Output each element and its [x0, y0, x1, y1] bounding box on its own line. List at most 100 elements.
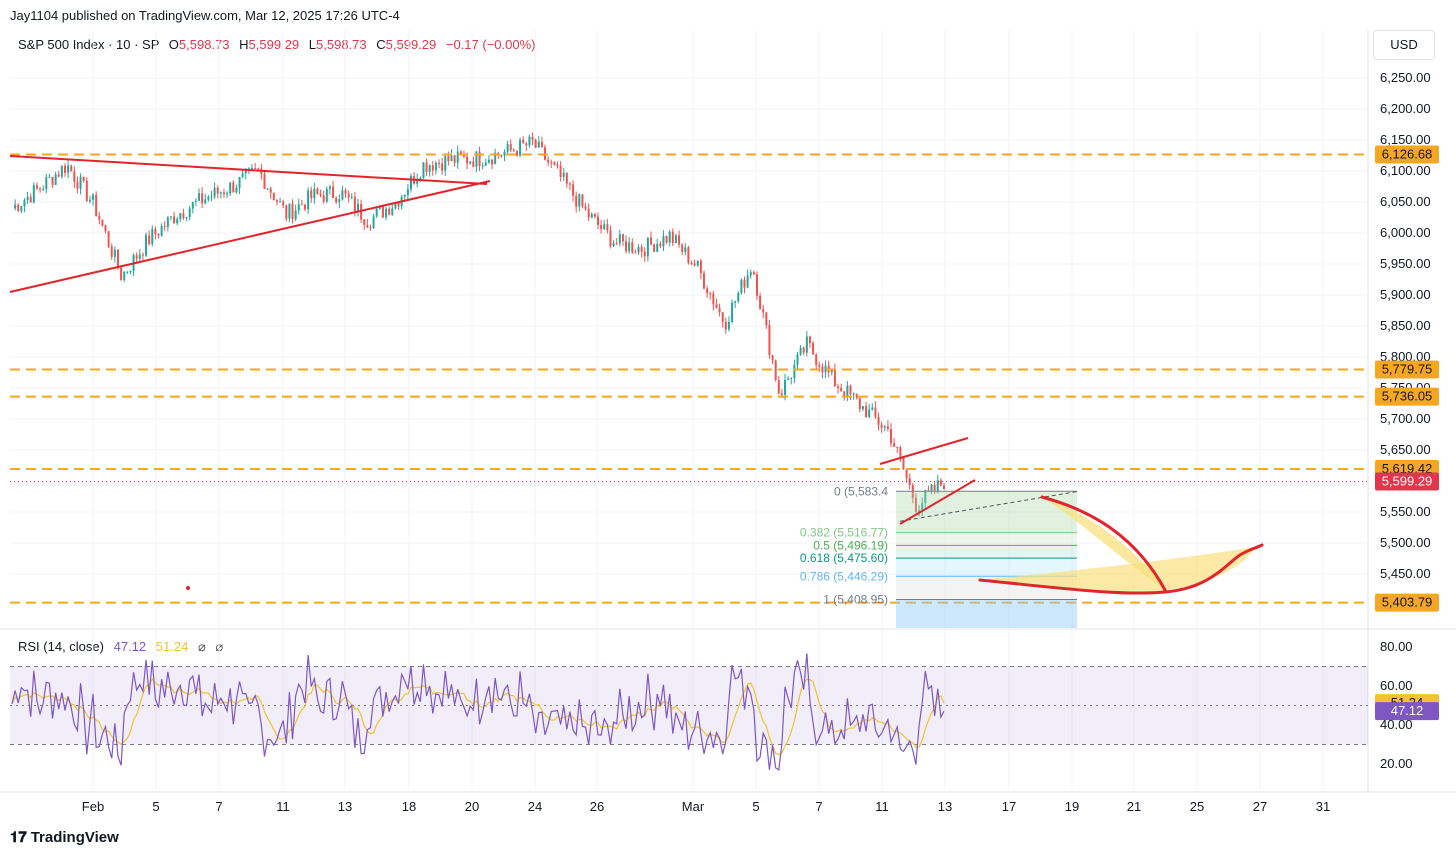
candle-body — [60, 165, 63, 177]
candle-body — [145, 235, 148, 256]
candle-body — [141, 254, 144, 256]
candle-body — [88, 199, 91, 202]
candle-body — [553, 162, 556, 165]
fib-label: 0.786 (5,446.29) — [800, 569, 888, 583]
candle-body — [653, 244, 656, 252]
candle-body — [924, 490, 927, 504]
candle-body — [656, 243, 659, 252]
candle-body — [160, 225, 163, 236]
candle-body — [843, 391, 846, 398]
candle-body — [459, 151, 462, 156]
candle-body — [724, 321, 727, 330]
x-tick-label: 27 — [1253, 799, 1267, 814]
candle-body — [48, 176, 51, 178]
y-tick-label: 5,650.00 — [1380, 442, 1431, 457]
candle-body — [478, 151, 481, 167]
candle-body — [148, 235, 151, 244]
candle-body — [182, 213, 185, 219]
x-tick-label: 17 — [1002, 799, 1016, 814]
candle-body — [702, 273, 705, 289]
candle-body — [821, 366, 824, 373]
candle-body — [896, 446, 899, 448]
candle-body — [665, 236, 668, 243]
candle-body — [107, 231, 110, 247]
level-badge-bg — [1375, 593, 1439, 612]
candle-body — [173, 216, 176, 224]
candle-body — [431, 165, 434, 171]
level-badge: 5,779.75 — [1382, 362, 1433, 377]
candle-body — [101, 219, 104, 226]
candle-body — [244, 169, 247, 174]
candle-body — [771, 355, 774, 361]
y-tick-label: 6,100.00 — [1380, 163, 1431, 178]
candle-body — [67, 165, 70, 173]
candle-body — [444, 156, 447, 171]
brand-text: TradingView — [30, 829, 119, 846]
candle-body — [550, 162, 553, 164]
rsi-ma-value: 51.24 — [155, 639, 189, 654]
candle-body — [687, 247, 690, 264]
candle-body — [328, 186, 331, 189]
candle-body — [269, 188, 272, 193]
candle-body — [681, 244, 684, 252]
candle-body — [684, 247, 687, 252]
candle-body — [381, 206, 384, 218]
rsi-tick-label: 60.00 — [1380, 678, 1413, 693]
candle-body — [743, 279, 746, 288]
symbol-label[interactable]: S&P 500 Index · 10 · SP — [18, 37, 160, 52]
open-label: O — [168, 37, 179, 52]
y-tick-label: 6,250.00 — [1380, 70, 1431, 85]
candle-body — [852, 393, 855, 395]
candle-body — [615, 243, 618, 245]
candle-body — [740, 279, 743, 293]
y-tick-label: 6,000.00 — [1380, 225, 1431, 240]
candle-body — [830, 369, 833, 373]
candle-body — [534, 139, 537, 148]
candle-body — [409, 175, 412, 190]
candle-body — [222, 192, 225, 195]
candle-body — [263, 174, 266, 189]
candle-body — [943, 485, 945, 490]
candle-body — [799, 347, 802, 355]
candle-body — [871, 407, 874, 410]
x-tick-label: 7 — [215, 799, 222, 814]
candle-body — [893, 443, 896, 447]
axes: Feb 5 7 11 13 18 20 24 26 Mar 5 7 11 13 17 19 21 25 27 31 6,… — [82, 70, 1439, 814]
tradingview-logo[interactable]: 𝟏𝟕 TradingView — [10, 829, 119, 846]
candle-body — [874, 407, 877, 417]
candle-body — [450, 155, 453, 162]
candle-body — [774, 360, 777, 381]
candle-body — [606, 224, 609, 231]
candle-body — [837, 386, 840, 388]
candle-body — [752, 272, 755, 275]
candle-body — [266, 188, 269, 190]
rsi-tick-label: 20.00 — [1380, 756, 1413, 771]
candle-body — [572, 184, 575, 196]
candle-body — [344, 190, 347, 194]
candle-body — [578, 194, 581, 207]
candle-body — [98, 215, 101, 220]
candle-body — [201, 193, 204, 204]
rsi-title[interactable]: RSI (14, close) — [18, 639, 104, 654]
candle-body — [126, 271, 129, 273]
trendline — [9, 180, 491, 293]
candle-body — [176, 219, 179, 224]
candle-body — [649, 237, 652, 245]
candle-body — [634, 252, 637, 254]
candle-body — [515, 150, 518, 156]
candle-body — [693, 263, 696, 266]
high-value: 5,599.29 — [248, 37, 300, 52]
candle-body — [92, 194, 95, 200]
candle-body — [291, 203, 294, 220]
candle-body — [765, 312, 768, 325]
candle-body — [584, 206, 587, 209]
hide-icon[interactable]: ⌀ — [197, 639, 206, 654]
currency-button[interactable]: USD — [1373, 30, 1435, 60]
candle-body — [662, 236, 665, 247]
candle-body — [905, 469, 908, 479]
candle-body — [282, 201, 285, 206]
candle-body — [32, 185, 35, 203]
candle-body — [600, 224, 603, 230]
candle-body — [481, 165, 484, 167]
